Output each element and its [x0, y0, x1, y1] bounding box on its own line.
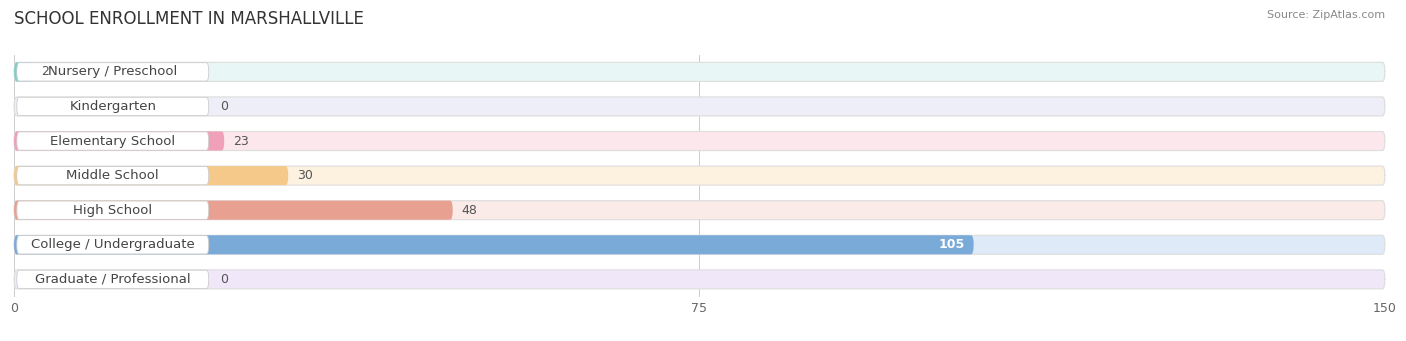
FancyBboxPatch shape	[14, 62, 1385, 81]
FancyBboxPatch shape	[17, 236, 208, 254]
Text: High School: High School	[73, 204, 152, 217]
Text: SCHOOL ENROLLMENT IN MARSHALLVILLE: SCHOOL ENROLLMENT IN MARSHALLVILLE	[14, 10, 364, 28]
FancyBboxPatch shape	[17, 270, 208, 288]
Text: Middle School: Middle School	[66, 169, 159, 182]
FancyBboxPatch shape	[14, 235, 974, 254]
Text: 0: 0	[219, 273, 228, 286]
FancyBboxPatch shape	[14, 201, 1385, 220]
Text: Nursery / Preschool: Nursery / Preschool	[48, 65, 177, 78]
FancyBboxPatch shape	[14, 132, 1385, 150]
FancyBboxPatch shape	[14, 201, 453, 220]
Text: 2: 2	[42, 65, 49, 78]
FancyBboxPatch shape	[14, 235, 1385, 254]
FancyBboxPatch shape	[17, 63, 208, 81]
Text: 105: 105	[938, 238, 965, 251]
FancyBboxPatch shape	[17, 97, 208, 116]
Text: Source: ZipAtlas.com: Source: ZipAtlas.com	[1267, 10, 1385, 20]
FancyBboxPatch shape	[14, 270, 1385, 289]
FancyBboxPatch shape	[14, 62, 32, 81]
FancyBboxPatch shape	[14, 166, 288, 185]
Text: 23: 23	[233, 135, 249, 148]
FancyBboxPatch shape	[17, 166, 208, 185]
Text: 0: 0	[219, 100, 228, 113]
FancyBboxPatch shape	[14, 166, 1385, 185]
Text: Graduate / Professional: Graduate / Professional	[35, 273, 191, 286]
Text: 30: 30	[298, 169, 314, 182]
Text: 48: 48	[463, 204, 478, 217]
FancyBboxPatch shape	[14, 132, 225, 150]
Text: Elementary School: Elementary School	[51, 135, 176, 148]
Text: College / Undergraduate: College / Undergraduate	[31, 238, 194, 251]
FancyBboxPatch shape	[14, 97, 1385, 116]
FancyBboxPatch shape	[17, 201, 208, 219]
FancyBboxPatch shape	[17, 132, 208, 150]
Text: Kindergarten: Kindergarten	[69, 100, 156, 113]
